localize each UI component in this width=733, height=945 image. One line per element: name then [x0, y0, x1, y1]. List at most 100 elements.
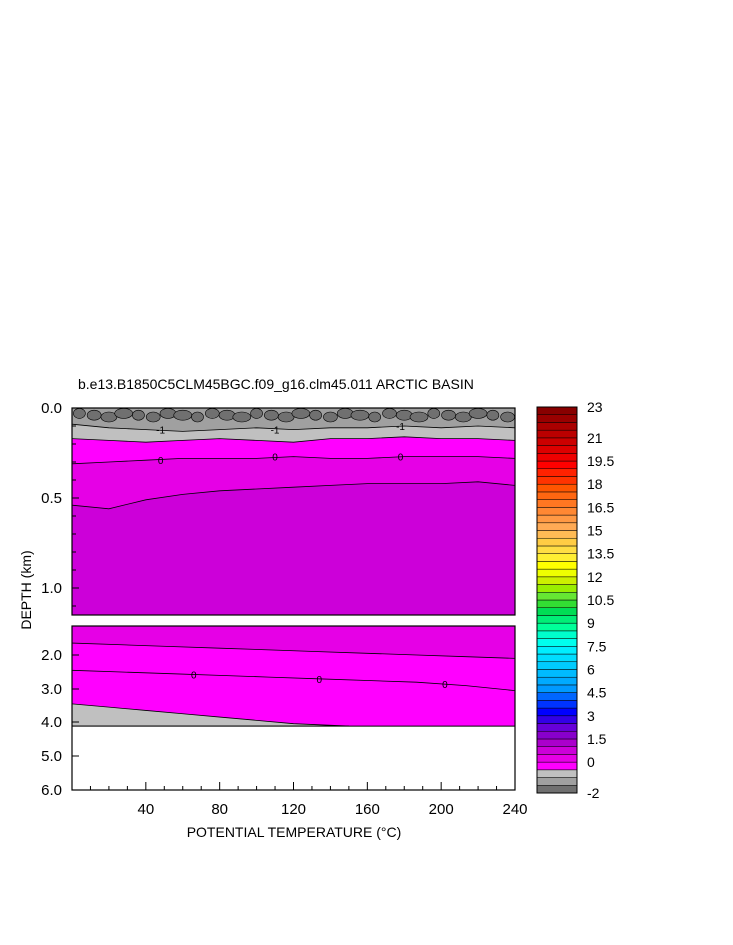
y-tick-label: 0.0 — [41, 400, 62, 417]
colorbar-swatch — [536, 684, 578, 693]
colorbar-swatch — [536, 491, 578, 500]
colorbar-swatch — [536, 422, 578, 431]
colorbar-swatch — [536, 700, 578, 709]
colorbar-label: 19.5 — [587, 453, 614, 469]
field-band — [218, 409, 236, 421]
field-band — [72, 626, 515, 659]
field-band — [395, 409, 413, 421]
y-tick-label: 5.0 — [41, 748, 62, 765]
colorbar-swatch — [536, 483, 578, 493]
upper-panel: -1 -1 -1 0 0 0 — [71, 407, 516, 616]
contour-line — [72, 423, 515, 432]
colorbar-swatch — [536, 476, 578, 485]
field-band — [427, 408, 441, 419]
colorbar-swatch — [536, 692, 578, 701]
colorbar-swatch — [536, 715, 578, 724]
contour-line — [72, 642, 515, 659]
field-band — [73, 408, 86, 419]
colorbar-label: 21 — [587, 430, 603, 446]
contour-label: 0 — [398, 453, 404, 464]
colorbar-swatch — [536, 453, 578, 462]
colorbar-swatch — [536, 738, 578, 747]
contour-label: -1 — [156, 426, 165, 437]
colorbar-swatch — [536, 777, 578, 786]
colorbar-swatch — [536, 676, 578, 686]
x-tick-label: 240 — [502, 801, 527, 818]
lower-panel: 0 0 0 — [71, 625, 516, 791]
field-band — [368, 411, 382, 423]
colorbar-swatch — [536, 522, 578, 531]
contour-label: 0 — [442, 680, 448, 691]
contour-line — [72, 481, 515, 510]
colorbar-frame — [536, 406, 578, 794]
field-band — [132, 409, 145, 421]
field-band — [500, 411, 515, 423]
contour-label: 0 — [272, 453, 278, 464]
colorbar-swatch — [536, 568, 578, 578]
field-band — [232, 411, 252, 423]
contour-line — [72, 436, 515, 443]
field-band — [204, 408, 220, 419]
field-band — [409, 411, 429, 423]
upper-field: -1 -1 -1 0 0 0 — [72, 408, 515, 615]
colorbar-swatch — [536, 592, 578, 601]
colorbar-swatch — [536, 754, 578, 763]
field-band — [486, 409, 500, 421]
contour-label: 0 — [158, 456, 164, 467]
field-band — [264, 409, 279, 421]
colorbar-swatch — [536, 707, 578, 717]
colorbar-swatch — [536, 429, 578, 439]
colorbar-swatch — [536, 622, 578, 632]
axes: 40 80 120 160 200 240 0.0 0.5 1.0 2.0 3.0 4.0 5.0 6.0 — [41, 400, 527, 818]
colorbar-label: 3 — [587, 708, 595, 724]
colorbar-swatch — [536, 599, 578, 608]
y-tick-label: 3.0 — [41, 681, 62, 698]
colorbar-swatch — [536, 507, 578, 516]
colorbar-label: 12 — [587, 569, 603, 585]
y-axis-label: DEPTH (km) — [18, 550, 34, 629]
field-band — [350, 409, 370, 421]
contour-line — [72, 456, 515, 465]
colorbar-swatch — [536, 761, 578, 771]
colorbar-swatch — [536, 553, 578, 562]
colorbar-swatch — [536, 460, 578, 470]
x-tick-label: 200 — [429, 801, 454, 818]
upper-frame — [71, 407, 516, 616]
colorbar-swatch — [536, 561, 578, 570]
colorbar-label: 13.5 — [587, 546, 614, 562]
colorbar-label: 7.5 — [587, 638, 607, 654]
colorbar-swatch — [536, 723, 578, 732]
colorbar-swatch — [536, 445, 578, 454]
colorbar-swatch — [536, 499, 578, 508]
field-band — [159, 408, 177, 419]
field-band — [250, 408, 263, 419]
x-tick-label: 160 — [355, 801, 380, 818]
field-band — [191, 411, 204, 423]
field-band — [441, 409, 456, 421]
colorbar-swatch — [536, 607, 578, 616]
colorbar-label: 15 — [587, 523, 603, 539]
field-band — [114, 408, 133, 419]
colorbar-swatch — [536, 545, 578, 554]
field-band — [336, 408, 354, 419]
colorbar-swatch — [536, 437, 578, 446]
colorbar: 23 21 19.5 18 16.5 15 13.5 12 10.5 9 7.5 6 4.5 3 1.5 0 -… — [536, 399, 614, 801]
colorbar-swatch — [536, 537, 578, 547]
x-tick-label: 40 — [137, 801, 154, 818]
colorbar-swatch — [536, 653, 578, 663]
colorbar-swatch — [536, 669, 578, 678]
colorbar-swatch — [536, 769, 578, 778]
no-data-area — [72, 726, 515, 790]
chart-title: b.e13.B1850C5CLM45BGC.f09_g16.clm45.011 … — [78, 376, 474, 392]
field-band — [323, 411, 338, 423]
x-tick-label: 80 — [211, 801, 228, 818]
colorbar-label: 4.5 — [587, 685, 607, 701]
colorbar-swatch — [536, 530, 578, 539]
colorbar-swatch — [536, 630, 578, 639]
colorbar-swatch — [536, 468, 578, 477]
y-tick-label: 2.0 — [41, 647, 62, 664]
field-band — [309, 409, 322, 421]
colorbar-swatch — [536, 661, 578, 670]
colorbar-label: 10.5 — [587, 592, 614, 608]
